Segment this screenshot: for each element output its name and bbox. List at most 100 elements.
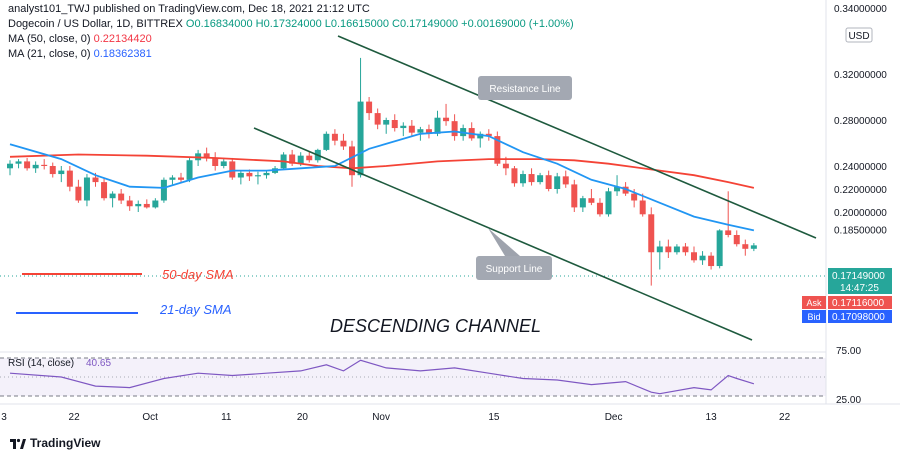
candle: [494, 131, 501, 166]
candle: [579, 195, 586, 212]
candle: [520, 170, 526, 187]
price-tick-label: 0.24000000: [834, 162, 887, 173]
resistance-callout: Resistance Line: [478, 76, 572, 100]
price-axis-top-label: 0.34000000: [834, 4, 887, 15]
candle: [109, 191, 116, 208]
candle: [366, 97, 373, 120]
rsi-value: 40.65: [86, 358, 111, 369]
candle: [101, 177, 108, 201]
time-tick-label: 22: [779, 412, 791, 423]
candle: [220, 159, 227, 169]
candle: [571, 179, 578, 212]
candle: [708, 252, 715, 270]
candle: [443, 103, 450, 126]
tradingview-footer[interactable]: TradingView: [10, 436, 100, 450]
time-tick-label: 11: [221, 412, 232, 423]
time-tick-label: 20: [297, 412, 309, 423]
price-tick-label: 0.22000000: [834, 185, 887, 196]
candle: [425, 124, 432, 139]
candle: [528, 168, 535, 186]
candle: [408, 120, 415, 137]
candle: [614, 175, 621, 196]
sma50-legend-label: 50-day SMA: [162, 267, 234, 282]
candle: [485, 129, 492, 141]
support-callout: Support Line: [476, 228, 552, 280]
candle: [605, 187, 612, 217]
candle: [545, 170, 552, 192]
candle: [451, 114, 458, 141]
last-price-value: 0.17149000: [832, 271, 885, 282]
time-tick-label: Nov: [372, 412, 390, 423]
ma50-legend: MA (50, close, 0) 0.22134420: [8, 33, 152, 45]
ma21-line[interactable]: [9, 130, 755, 232]
price-tick-label: 0.32000000: [834, 70, 887, 81]
ma50-label[interactable]: MA (50, close, 0): [8, 33, 91, 45]
time-tick-label: Oct: [142, 412, 158, 423]
support-channel-line[interactable]: [253, 127, 753, 341]
tradingview-brand: TradingView: [30, 436, 101, 450]
ma50-value: 0.22134420: [93, 33, 152, 45]
candle: [75, 179, 82, 203]
rsi-line: [9, 359, 755, 395]
currency-badge[interactable]: USD: [845, 27, 873, 43]
candle: [24, 157, 31, 171]
bid-label: Bid: [807, 312, 820, 322]
ma21-legend: MA (21, close, 0) 0.18362381: [8, 48, 152, 60]
price-tick-label: 0.28000000: [834, 116, 887, 127]
candle: [562, 170, 569, 188]
candle: [186, 157, 193, 183]
candle: [742, 239, 749, 256]
ma21-label[interactable]: MA (21, close, 0): [8, 48, 91, 60]
time-tick-label: Dec: [605, 412, 623, 423]
candle: [135, 200, 142, 212]
candle: [229, 157, 236, 180]
candle: [665, 239, 672, 258]
candle: [537, 172, 544, 185]
candle: [691, 246, 697, 263]
candle: [237, 170, 244, 185]
time-tick-label: 15: [488, 412, 500, 423]
candle: [648, 207, 655, 286]
price-ticks-group: 0.32000000 0.28000000 0.24000000 0.22000000…: [834, 70, 887, 285]
candle: [391, 114, 398, 132]
channel-title: DESCENDING CHANNEL: [330, 316, 541, 336]
ask-badge: Ask 0.17116000: [802, 296, 892, 309]
candle: [66, 166, 73, 192]
time-tick-label: 13: [706, 412, 718, 423]
resistance-channel-line[interactable]: [337, 35, 817, 239]
time-tick-label: 3: [1, 412, 7, 423]
currency-label: USD: [848, 31, 869, 42]
candle: [733, 230, 740, 247]
support-label: Support Line: [486, 264, 543, 275]
candle: [554, 172, 561, 194]
ma21-value: 0.18362381: [93, 48, 152, 60]
candle: [83, 174, 90, 207]
ask-label: Ask: [806, 298, 822, 308]
rsi-axis-lower: 25.00: [836, 395, 861, 406]
candle: [15, 159, 22, 169]
candle: [32, 161, 39, 173]
candle: [699, 251, 706, 265]
candle: [254, 171, 261, 185]
price-tick-label: 0.20000000: [834, 208, 887, 219]
ma50-line[interactable]: [9, 153, 755, 189]
candle: [383, 117, 390, 134]
rsi-axis-upper: 75.00: [836, 346, 861, 357]
candle: [126, 195, 133, 211]
bid-badge: Bid 0.17098000: [802, 310, 892, 323]
tradingview-logo-icon: [10, 438, 26, 449]
time-axis: 3 22 Oct 11 20 Nov 15 Dec 13 22: [1, 412, 790, 423]
candle: [639, 193, 646, 217]
candle: [400, 122, 407, 137]
candle: [160, 177, 167, 203]
candle: [511, 166, 518, 187]
candle: [143, 199, 150, 209]
candle: [178, 172, 184, 183]
symbol-name[interactable]: Dogecoin / US Dollar, 1D, BITTREX: [8, 18, 183, 30]
candle: [588, 189, 595, 206]
candle: [306, 151, 313, 163]
candle: [596, 198, 603, 217]
price-tick-label: 0.18500000: [834, 225, 887, 236]
candle: [340, 133, 347, 150]
